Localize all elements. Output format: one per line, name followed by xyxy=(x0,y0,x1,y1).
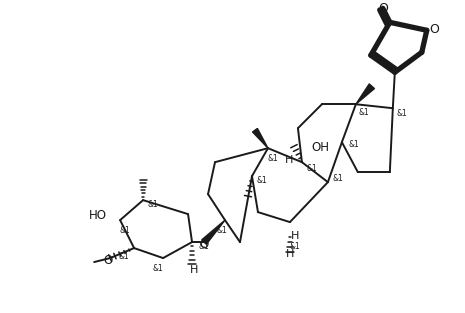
Text: &1: &1 xyxy=(359,108,369,117)
Text: H: H xyxy=(285,155,293,165)
Text: OH: OH xyxy=(311,141,329,154)
Text: &1: &1 xyxy=(290,242,300,251)
Text: &1: &1 xyxy=(199,242,209,251)
Text: &1: &1 xyxy=(332,174,343,183)
Text: H: H xyxy=(190,265,198,275)
Text: &1: &1 xyxy=(257,176,267,185)
Text: &1: &1 xyxy=(120,226,131,234)
Text: O: O xyxy=(378,2,388,15)
Text: &1: &1 xyxy=(217,226,227,234)
Text: H: H xyxy=(286,249,294,259)
Text: &1: &1 xyxy=(306,164,317,173)
Text: &1: &1 xyxy=(397,109,407,118)
Polygon shape xyxy=(202,220,225,244)
Text: &1: &1 xyxy=(148,200,159,209)
Text: &1: &1 xyxy=(267,154,279,163)
Text: &1: &1 xyxy=(119,252,129,260)
Text: O: O xyxy=(429,23,438,36)
Text: H: H xyxy=(291,231,299,241)
Text: &1: &1 xyxy=(153,264,164,273)
Polygon shape xyxy=(356,84,374,104)
Text: O: O xyxy=(199,238,209,251)
Text: &1: &1 xyxy=(348,140,359,149)
Text: O: O xyxy=(104,254,113,267)
Text: HO: HO xyxy=(89,208,107,222)
Polygon shape xyxy=(252,128,268,148)
